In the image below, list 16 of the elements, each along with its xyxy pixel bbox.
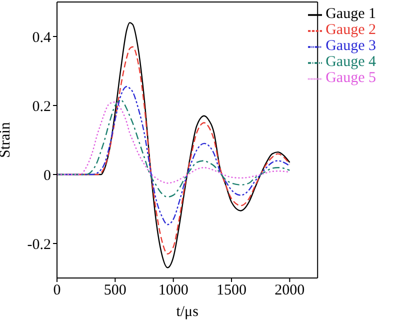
y-tick-label: 0.4: [32, 30, 52, 46]
legend-label: Gauge 3: [326, 38, 376, 54]
legend-label: Gauge 4: [326, 54, 376, 70]
line-series: [57, 101, 290, 184]
x-tick-label: 1000: [158, 282, 188, 299]
line-series: [57, 100, 290, 198]
y-tick-label: 0.2: [32, 98, 51, 115]
y-tick-label: -0.2: [27, 236, 51, 253]
x-tick-label: 1500: [216, 282, 247, 299]
x-tick-label: 500: [104, 282, 126, 299]
x-axis-title: t/μs: [176, 304, 199, 320]
legend-label: Gauge 5: [326, 70, 376, 86]
x-tick-label: 2000: [274, 282, 305, 299]
y-tick-label: 0: [44, 168, 51, 184]
legend-label: Gauge 2: [326, 22, 376, 38]
legend-label: Gauge 1: [326, 6, 376, 22]
